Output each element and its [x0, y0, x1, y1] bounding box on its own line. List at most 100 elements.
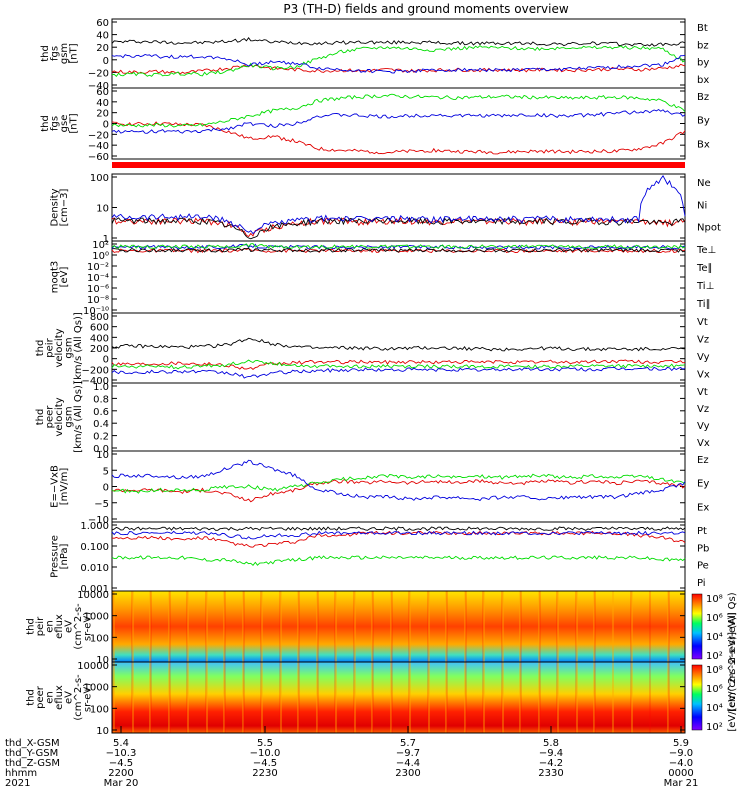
- y-axis-label: E=−VxB[mV/m]: [49, 465, 70, 508]
- y-tick-label: 10: [96, 726, 109, 737]
- heatmap-streak: [334, 662, 336, 733]
- y-tick-label: 0: [103, 355, 109, 366]
- heatmap-streak: [390, 591, 392, 662]
- colorbar-tick-label: 10⁶: [706, 684, 723, 695]
- panel-peer_en_eflux: 10⁸10⁶10⁴10²10000100010010thdpeereneflux…: [26, 612, 739, 737]
- x-axis-row-label: thd_Z-GSM: [5, 758, 60, 769]
- heatmap-streak: [445, 662, 447, 733]
- colorbar-tick-label: 10⁶: [706, 613, 723, 624]
- heatmap-streak: [150, 662, 152, 733]
- y-tick-label: 10000: [77, 661, 109, 672]
- x-axis-row-value: 0000: [668, 768, 693, 779]
- heatmap-streak: [224, 662, 226, 733]
- y-tick-label: 1.000: [80, 521, 109, 532]
- series-line-Pe: [111, 555, 686, 566]
- heatmap-streak: [557, 591, 559, 662]
- heatmap-streak: [168, 662, 170, 733]
- y-axis-label-line: velocity: [54, 397, 65, 436]
- heatmap-streak: [520, 662, 522, 733]
- legend-label: Pe: [697, 561, 709, 572]
- legend-label: by: [697, 58, 709, 69]
- heatmap-streak: [649, 591, 651, 662]
- heatmap-streak: [353, 662, 355, 733]
- heatmap-streak: [668, 662, 670, 733]
- y-axis-label-line: gsm: [64, 337, 75, 358]
- y-tick-label: 0.2: [93, 432, 109, 443]
- series-line-Ni: [111, 216, 686, 240]
- y-axis-label-line: peir: [45, 337, 56, 357]
- heatmap-streak: [316, 662, 318, 733]
- heatmap-streak: [538, 591, 540, 662]
- x-axis-row-value: 5.5: [257, 738, 273, 749]
- heatmap-streak: [297, 591, 299, 662]
- y-axis-label-line: velocity: [54, 328, 65, 367]
- y-tick-label: 0.100: [80, 542, 109, 553]
- heatmap-streak: [446, 591, 448, 662]
- heatmap-streak: [317, 591, 319, 662]
- heatmap-streak: [149, 662, 151, 733]
- y-tick-label: 10⁻²: [87, 262, 109, 273]
- y-tick-label: 0: [103, 120, 109, 131]
- heatmap-streak: [279, 591, 281, 662]
- y-tick-label: −20: [88, 68, 109, 79]
- panel-peir_velocity: 8006004002000−200−400thdpeirvelocitygsm[…: [35, 312, 710, 387]
- y-tick-label: 800: [90, 312, 109, 323]
- heatmap-streak: [594, 591, 596, 662]
- y-tick-label: 0: [103, 483, 109, 494]
- heatmap-streak: [464, 591, 466, 662]
- x-axis-row-value: −4.4: [396, 758, 420, 769]
- heatmap-streak: [631, 591, 633, 662]
- legend-label: Ey: [697, 479, 709, 490]
- y-tick-label: 10⁻⁴: [87, 273, 109, 284]
- heatmap-streak: [169, 662, 171, 733]
- legend-label: Ti⊥: [696, 281, 714, 292]
- y-tick-label: 0.4: [93, 419, 109, 430]
- heatmap-image: [112, 662, 685, 733]
- series-line-bx: [111, 54, 686, 74]
- heatmap-streak: [391, 662, 393, 733]
- y-tick-label: −40: [88, 141, 109, 152]
- heatmap-streak: [242, 591, 244, 662]
- y-tick-label: 20: [96, 109, 109, 120]
- heatmap-streak: [261, 662, 263, 733]
- y-tick-label: 40: [96, 31, 109, 42]
- x-axis-row-label: thd_Y-GSM: [5, 748, 58, 759]
- y-tick-label: 10⁻⁶: [87, 284, 109, 295]
- heatmap-streak: [408, 662, 410, 733]
- x-axis-row-value: −4.5: [253, 758, 277, 769]
- heatmap-streak: [371, 662, 373, 733]
- legend-label: Pi: [697, 578, 706, 589]
- heatmap-streak: [260, 591, 262, 662]
- panel-density: 100 10 1 Density[cm−3] Ne Ni Npot: [49, 173, 721, 245]
- y-axis-label: thdfgsgse[nT]: [40, 113, 80, 133]
- series-line-Vx: [111, 366, 686, 379]
- y-tick-label: −200: [82, 365, 109, 376]
- heatmap-streak: [298, 591, 300, 662]
- heatmap-streak: [593, 591, 595, 662]
- panel-frame: [111, 173, 686, 242]
- heatmap-streak: [612, 662, 614, 733]
- y-tick-label: 10000: [77, 590, 109, 601]
- y-tick-label: 10: [96, 204, 109, 215]
- y-tick-label: 200: [90, 344, 109, 355]
- heatmap-streak: [446, 662, 448, 733]
- legend-label: bz: [697, 40, 709, 51]
- heatmap-streak: [502, 662, 504, 733]
- heatmap-streak: [353, 591, 355, 662]
- legend-label: Pb: [697, 543, 709, 554]
- y-axis-label-line: [cm−3]: [59, 189, 70, 227]
- heatmap-streak: [149, 591, 151, 662]
- series-line-Vt: [111, 337, 686, 352]
- legend-label: Ti∥: [696, 299, 711, 310]
- heatmap-streak: [112, 662, 114, 733]
- heatmap-streak: [557, 662, 559, 733]
- series-line-Vy: [111, 359, 686, 370]
- y-axis-label-line: peir: [35, 616, 46, 636]
- x-axis-row-value: −9.4: [539, 748, 563, 759]
- heatmap-streak: [372, 662, 374, 733]
- y-axis-label-line: fgs: [49, 116, 60, 131]
- heatmap-streak: [465, 662, 467, 733]
- heatmap-streak: [465, 591, 467, 662]
- legend-label: Npot: [697, 223, 721, 234]
- heatmap-streak: [187, 591, 189, 662]
